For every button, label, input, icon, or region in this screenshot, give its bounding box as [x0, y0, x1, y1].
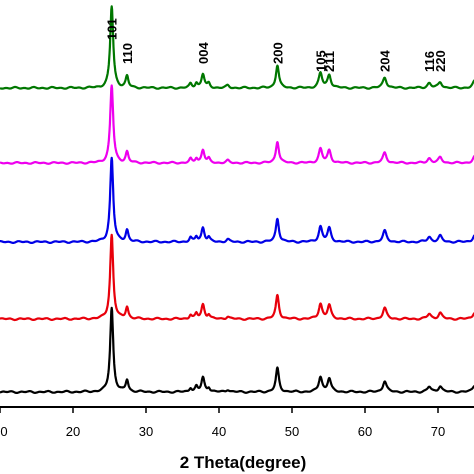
- peak-label-204: 204: [378, 50, 393, 72]
- peak-label-004: 004: [196, 42, 211, 64]
- series-line-3: [0, 156, 474, 244]
- x-ticks: 0 20 30 40 50 60 70: [0, 407, 445, 439]
- peak-label-110: 110: [120, 43, 135, 64]
- peak-label-220: 220: [433, 50, 448, 72]
- x-tick-label: 30: [139, 424, 153, 439]
- series-line-2: [0, 233, 474, 322]
- x-axis-title: 2 Theta(degree): [180, 453, 307, 472]
- series-line-5: [0, 5, 474, 90]
- peak-label-105: 105: [313, 50, 328, 72]
- series-layer: [0, 5, 474, 394]
- x-tick-label: 20: [66, 424, 80, 439]
- peak-label-116: 116: [422, 51, 437, 72]
- x-tick-label: 40: [212, 424, 226, 439]
- x-tick-label: 50: [285, 424, 299, 439]
- x-tick-label: 70: [431, 424, 445, 439]
- series-line-1: [0, 306, 474, 394]
- peak-label-211: 211: [322, 51, 337, 72]
- x-tick-label: 0: [0, 424, 7, 439]
- peak-label-200: 200: [270, 42, 285, 64]
- series-line-4: [0, 84, 474, 165]
- x-tick-label: 60: [358, 424, 372, 439]
- peak-label-101: 101: [105, 18, 120, 40]
